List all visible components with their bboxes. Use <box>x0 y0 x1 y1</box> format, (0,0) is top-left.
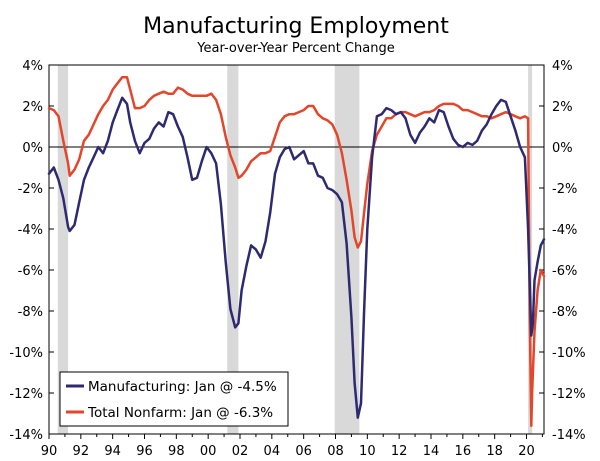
x-tick-label: 98 <box>168 444 185 459</box>
legend-box <box>59 371 289 427</box>
plot-area-frame <box>48 64 545 435</box>
y-tick-left-label: 0% <box>22 141 43 156</box>
total-nonfarm-line <box>47 76 546 428</box>
x-axis: 90 92 94 96 98 00 02 04 06 08 10 12 14 16 18 20 <box>41 434 543 459</box>
recession-band-0 <box>57 65 69 434</box>
y-tick-left-label: -10% <box>9 346 43 361</box>
legend-label-manufacturing: Manufacturing: Jan @ -4.5% <box>88 379 277 395</box>
y-tick-left-label: -4% <box>18 223 43 238</box>
x-tick-label: 92 <box>73 444 90 459</box>
y-tick-right-label: -4% <box>552 223 577 238</box>
y-tick-right-label: -8% <box>552 305 577 320</box>
x-tick-label: 10 <box>359 444 376 459</box>
series-lines <box>47 76 546 428</box>
x-tick-label: 08 <box>327 444 344 459</box>
y-tick-right-label: -10% <box>552 346 586 361</box>
x-tick-label: 94 <box>104 444 121 459</box>
chart-title: Manufacturing Employment <box>143 14 449 39</box>
y-tick-left-label: -14% <box>9 428 43 443</box>
y-tick-right-label: 2% <box>552 100 573 115</box>
y-tick-right-label: -2% <box>552 182 577 197</box>
x-tick-label: 20 <box>518 444 535 459</box>
x-tick-label: 90 <box>41 444 58 459</box>
x-tick-label: 14 <box>423 444 440 459</box>
x-tick-label: 16 <box>455 444 472 459</box>
y-tick-left-label: 4% <box>22 59 43 74</box>
y-tick-right-label: 0% <box>552 141 573 156</box>
y-tick-left-label: -2% <box>18 182 43 197</box>
y-axis-left: 4% 2% 0% -2% -4% -6% -8% -10% -12% -14% <box>9 59 54 443</box>
y-tick-left-label: -6% <box>18 264 43 279</box>
recession-band-1 <box>227 65 239 434</box>
x-tick-label: 96 <box>136 444 153 459</box>
x-tick-label: 18 <box>486 444 503 459</box>
manufacturing-line <box>47 96 546 419</box>
y-axis-right: 4% 2% 0% -2% -4% -6% -8% -10% -12% -14% <box>539 59 586 443</box>
x-tick-label: 12 <box>391 444 408 459</box>
y-tick-right-label: 4% <box>552 59 573 74</box>
legend-label-total-nonfarm: Total Nonfarm: Jan @ -6.3% <box>87 405 273 421</box>
y-tick-left-label: -8% <box>18 305 43 320</box>
x-tick-label: 04 <box>264 444 281 459</box>
x-tick-label: 06 <box>295 444 312 459</box>
y-tick-left-label: -12% <box>9 387 43 402</box>
x-tick-label: 00 <box>200 444 217 459</box>
x-tick-label: 02 <box>232 444 249 459</box>
y-tick-right-label: -12% <box>552 387 586 402</box>
y-tick-left-label: 2% <box>22 100 43 115</box>
legend: Manufacturing: Jan @ -4.5% Total Nonfarm… <box>59 371 289 427</box>
y-tick-right-label: -14% <box>552 428 586 443</box>
y-tick-right-label: -6% <box>552 264 577 279</box>
chart-subtitle: Year-over-Year Percent Change <box>196 41 394 56</box>
